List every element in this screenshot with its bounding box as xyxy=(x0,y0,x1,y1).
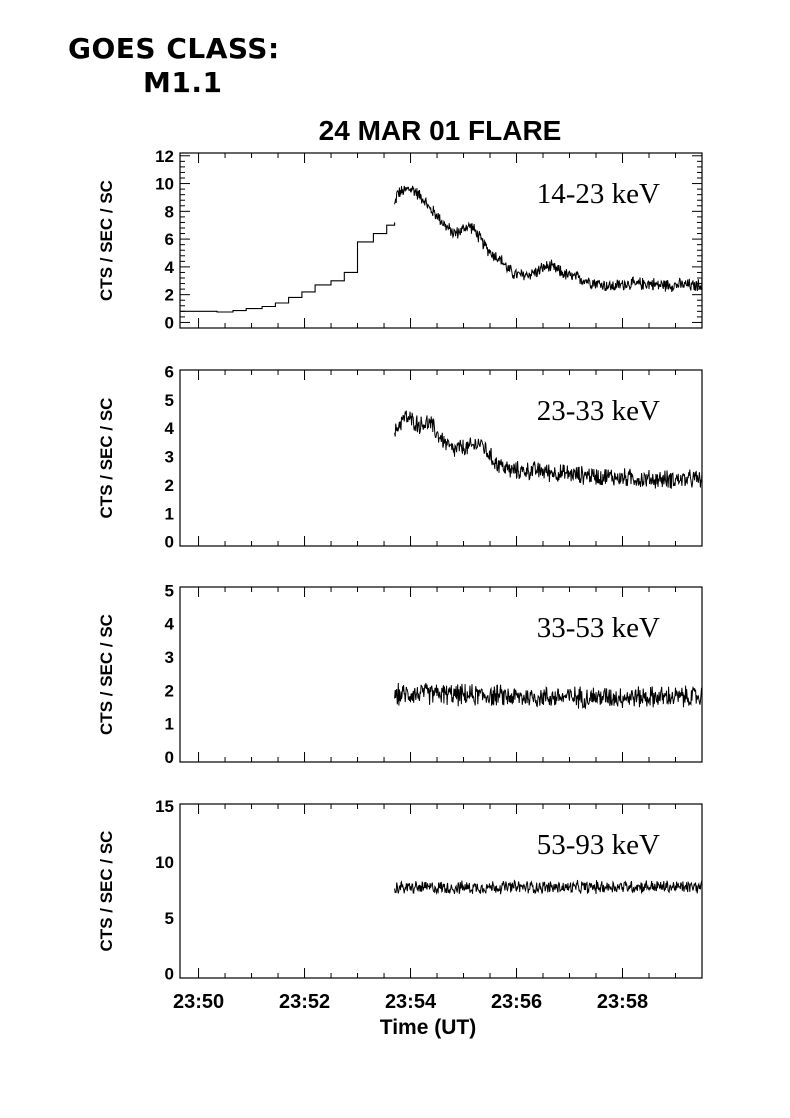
y-tick-label: 2 xyxy=(165,476,174,495)
panel-1: 0 2 4 6 8 10 12 CTS / SEC / SC 14-23 keV xyxy=(97,147,703,332)
count-rate-line xyxy=(394,410,702,489)
y-tick-label: 5 xyxy=(165,391,174,410)
energy-band-label: 23-33 keV xyxy=(537,395,660,427)
count-rate-line xyxy=(394,682,702,710)
y-tick-label: 6 xyxy=(165,230,174,249)
y-tick-label: 1 xyxy=(165,715,174,734)
y-tick-label: 0 xyxy=(165,748,174,767)
chart-title: 24 MAR 01 FLARE xyxy=(319,115,562,146)
x-tick-label: 23:54 xyxy=(385,991,437,1013)
y-tick-label: 1 xyxy=(165,504,174,523)
goes-class-value: M1.1 xyxy=(143,66,223,99)
y-tick-label: 4 xyxy=(165,615,175,634)
y-axis-label: CTS / SEC / SC xyxy=(97,614,116,735)
count-rate-line xyxy=(394,879,702,895)
x-tick-label: 23:58 xyxy=(597,991,648,1013)
y-tick-label: 4 xyxy=(165,419,175,438)
y-axis-label: CTS / SEC / SC xyxy=(97,180,116,301)
x-tick-label: 23:50 xyxy=(173,991,224,1013)
y-axis-label: CTS / SEC / SC xyxy=(97,398,116,519)
y-tick-label: 3 xyxy=(165,648,174,667)
y-tick-label: 15 xyxy=(155,797,174,816)
y-tick-label: 0 xyxy=(165,965,174,984)
y-tick-label: 2 xyxy=(165,681,174,700)
energy-band-label: 33-53 keV xyxy=(537,612,660,644)
y-tick-label: 5 xyxy=(165,581,174,600)
y-tick-label: 2 xyxy=(165,286,174,305)
plot-frame xyxy=(179,369,703,547)
y-tick-label: 10 xyxy=(155,853,174,872)
panel-3: 0 1 2 3 4 5 CTS / SEC / SC 33-53 keV xyxy=(97,581,703,767)
step-series-line xyxy=(180,222,396,313)
y-tick-label: 0 xyxy=(165,533,174,552)
energy-band-label: 53-93 keV xyxy=(537,829,660,861)
x-tick-label: 23:56 xyxy=(491,991,542,1013)
y-tick-label: 3 xyxy=(165,448,174,467)
plot-frame xyxy=(179,586,703,763)
x-tick-label: 23:52 xyxy=(279,991,330,1013)
goes-class-label: GOES CLASS: M1.1 xyxy=(68,32,280,100)
y-tick-label: 6 xyxy=(165,362,174,381)
y-tick-label: 4 xyxy=(165,258,175,277)
y-tick-label: 5 xyxy=(165,909,174,928)
y-axis-label: CTS / SEC / SC xyxy=(97,831,116,952)
goes-class-line1: GOES CLASS: xyxy=(68,32,280,65)
plot-frame xyxy=(179,152,703,329)
y-tick-label: 8 xyxy=(165,202,174,221)
energy-band-label: 14-23 keV xyxy=(537,178,660,210)
y-tick-label: 12 xyxy=(155,147,174,166)
y-tick-label: 10 xyxy=(155,175,174,194)
y-tick-label: 0 xyxy=(165,313,174,332)
plot-frame xyxy=(179,803,703,979)
panel-2: 0 1 2 3 4 5 6 CTS / SEC / SC 23-33 keV xyxy=(97,362,703,552)
x-axis-label: Time (UT) xyxy=(380,1016,476,1039)
count-rate-line xyxy=(394,185,702,292)
panel-4: 0 5 10 15 CTS / SEC / SC 53-93 keV xyxy=(97,797,703,984)
